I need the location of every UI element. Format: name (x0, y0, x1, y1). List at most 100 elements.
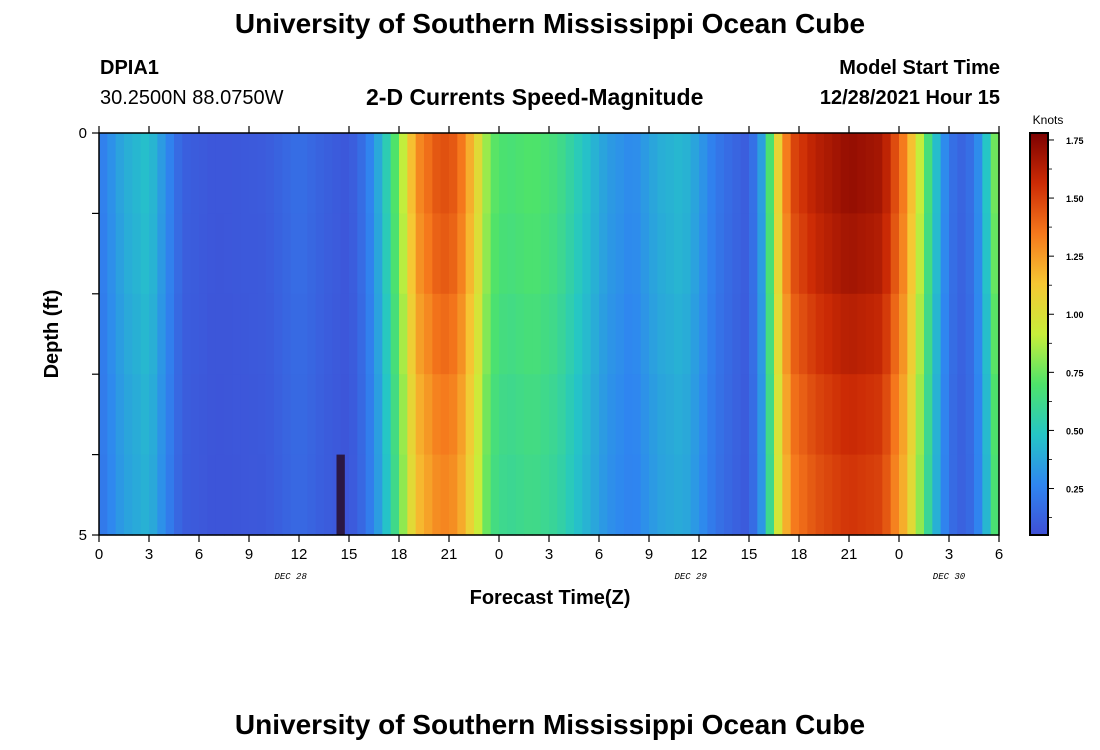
heatmap-cell (224, 293, 233, 375)
heatmap-cell (724, 454, 733, 536)
colorbar-ticks: 0.25 0.50 0.75 1.00 1.25 1.50 1.75 (1048, 136, 1084, 518)
heatmap-cell (457, 454, 467, 536)
heatmap-cell (265, 454, 275, 536)
heatmap-cell (507, 213, 517, 295)
heatmap-cell (524, 454, 533, 536)
heatmap-cell (315, 213, 325, 295)
y-tick-label: 0 (79, 125, 87, 142)
heatmap-cell (249, 293, 258, 375)
heatmap-cell (182, 213, 192, 295)
heatmap-cell (932, 213, 942, 295)
heatmap-cell (924, 374, 933, 456)
heatmap-cell (674, 213, 683, 295)
heatmap-cell (749, 133, 758, 214)
heatmap-cell (207, 133, 217, 214)
heatmap-cell (282, 213, 292, 295)
heatmap-cell (715, 454, 725, 536)
heatmap-cell (315, 133, 325, 214)
heatmap-cell (732, 374, 742, 456)
heatmap-cell (265, 293, 275, 375)
y-tick-label: 5 (79, 527, 87, 544)
heatmap-cell (882, 374, 892, 456)
heatmap-cell (124, 454, 133, 536)
heatmap-cell (115, 454, 125, 536)
heatmap-cell (299, 293, 308, 375)
x-tick-label: 6 (595, 546, 603, 563)
heatmap-cell (840, 454, 850, 536)
heatmap-cell (782, 133, 792, 214)
heatmap-cell (224, 374, 233, 456)
heatmap-cell (590, 133, 600, 214)
x-tick-label: 3 (545, 546, 553, 563)
x-tick-label: 18 (391, 546, 408, 563)
heatmap-cell (507, 454, 517, 536)
heatmap-cell (865, 213, 875, 295)
heatmap-cell (524, 133, 533, 214)
heatmap-cell (549, 454, 558, 536)
heatmap-cell (299, 454, 308, 536)
heatmap-cell (490, 133, 500, 214)
heatmap-cell (899, 213, 908, 295)
heatmap-cell (615, 133, 625, 214)
heatmap-cell (882, 293, 892, 375)
heatmap-cell (107, 213, 117, 295)
heatmap-cell (107, 133, 117, 214)
heatmap-cell (532, 374, 542, 456)
heatmap-cell (457, 293, 467, 375)
heatmap-cell (890, 293, 900, 375)
heatmap-cell (265, 213, 275, 295)
heatmap-cell (757, 374, 767, 456)
heatmap-cell (915, 213, 925, 295)
heatmap-cell (199, 133, 208, 214)
heatmap-cell (382, 374, 392, 456)
heatmap-cell (974, 213, 983, 295)
heatmap-cell (349, 293, 358, 375)
heatmap-cell (915, 133, 925, 214)
heatmap-cell (807, 374, 817, 456)
heatmap-cell (674, 374, 683, 456)
heatmap-cell (615, 374, 625, 456)
heatmap-cell (399, 213, 408, 295)
heatmap-cell (974, 133, 983, 214)
y-axis: 05 (79, 125, 99, 544)
heatmap-cell (990, 213, 1000, 295)
heatmap-cell (974, 454, 983, 536)
heatmap-cell (140, 213, 150, 295)
heatmap-cell (574, 133, 583, 214)
heatmap-cell (640, 213, 650, 295)
heatmap-cell (782, 293, 792, 375)
heatmap-cell (649, 133, 658, 214)
heatmap-cell (565, 374, 575, 456)
x-tick-label: 15 (341, 546, 358, 563)
heatmap-cell (582, 133, 592, 214)
heatmap-cell (474, 133, 483, 214)
heatmap-cell (957, 374, 967, 456)
heatmap-cell (290, 374, 300, 456)
heatmap-cell (124, 213, 133, 295)
heatmap-cell (524, 293, 533, 375)
heatmap-cell (440, 454, 450, 536)
heatmap-cell (565, 213, 575, 295)
heatmap-cell (674, 293, 683, 375)
heatmap-cell (899, 454, 908, 536)
heatmap-cell (365, 374, 375, 456)
heatmap-cell (324, 133, 333, 214)
heatmap-cell (115, 293, 125, 375)
heatmap-cell (965, 293, 975, 375)
x-tick-label: 6 (995, 546, 1003, 563)
heatmap-cell (132, 133, 142, 214)
heatmap-cell (324, 213, 333, 295)
heatmap-cell (924, 213, 933, 295)
heatmap-cell (307, 213, 317, 295)
heatmap-cell (482, 133, 492, 214)
x-tick-label: 0 (495, 546, 503, 563)
heatmap-cell (915, 293, 925, 375)
heatmap-cell (907, 213, 917, 295)
heatmap-cell (424, 293, 433, 375)
heatmap-cell (765, 133, 775, 214)
heatmap-cell (749, 374, 758, 456)
heatmap-cell (849, 133, 858, 214)
heatmap-cell (190, 374, 200, 456)
heatmap-cell (982, 454, 992, 536)
heatmap-cell (182, 133, 192, 214)
